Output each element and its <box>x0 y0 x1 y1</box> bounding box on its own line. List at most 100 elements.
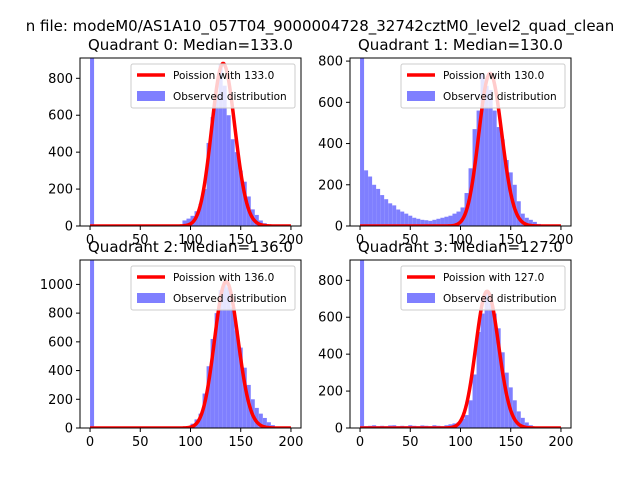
histogram-bar <box>416 218 421 226</box>
histogram-bar <box>206 366 211 428</box>
y-tick-label: 200 <box>318 178 343 193</box>
legend: Poission with 130.0 Observed distribution <box>400 63 566 109</box>
plot-area <box>89 260 292 428</box>
x-tick-label: 100 <box>178 233 203 248</box>
histogram-bar <box>436 218 441 226</box>
legend-box <box>130 265 296 311</box>
histogram-bar <box>238 170 243 226</box>
histogram-bar <box>234 330 239 428</box>
x-tick-label: 50 <box>132 233 149 248</box>
histogram-bar <box>524 217 529 226</box>
x-tick-label: 100 <box>448 233 473 248</box>
y-tick-label: 0 <box>65 220 73 235</box>
subplot-quadrant-1: 0 50 100 150 200 0 200 400 600 800 Quadrant 1: Med… <box>318 36 573 248</box>
subplot-grid: 0 50 100 150 200 0 200 400 600 800 Quadrant 0: Med… <box>40 36 573 450</box>
histogram-bar <box>444 216 449 226</box>
legend-patch-swatch <box>137 91 165 101</box>
histogram-bar <box>242 181 247 226</box>
x-tick-label: 150 <box>228 435 253 450</box>
y-tick-label: 200 <box>48 183 73 198</box>
histogram-bar <box>504 160 509 226</box>
histogram-bar <box>484 291 489 428</box>
histogram-bar <box>452 213 457 226</box>
histogram-bar <box>372 184 377 226</box>
legend-patch-swatch <box>137 293 165 303</box>
x-tick-label: 150 <box>228 233 253 248</box>
histogram-bar <box>524 422 529 428</box>
y-tick-label: 400 <box>318 137 343 152</box>
histogram-bar <box>492 110 497 226</box>
figure-suptitle: n file: modeM0/AS1A10_057T04_9000004728_… <box>26 17 615 36</box>
histogram-bar <box>90 260 95 428</box>
legend-box <box>400 63 566 109</box>
y-tick-label: 200 <box>48 393 73 408</box>
histogram-bar <box>266 422 271 428</box>
legend-patch-swatch <box>407 293 435 303</box>
histogram-bar <box>528 219 533 226</box>
x-tick-label: 200 <box>549 233 574 248</box>
histogram-bar <box>376 188 381 226</box>
histogram-bar <box>520 213 525 226</box>
y-tick-label: 800 <box>48 72 73 87</box>
x-tick-label: 200 <box>549 435 574 450</box>
x-tick-label: 200 <box>279 435 304 450</box>
poisson-curve <box>89 61 292 226</box>
histogram-bar <box>476 332 481 428</box>
histogram-bar <box>262 417 267 428</box>
histogram-bar <box>480 313 485 428</box>
subplot-quadrant-2: 0 50 100 150 200 0 200 400 600 800 1000 Quadrant 2:… <box>40 238 303 450</box>
y-tick-label: 800 <box>318 274 343 289</box>
x-tick-label: 50 <box>402 233 419 248</box>
histogram-bar <box>388 203 393 226</box>
histogram-bar <box>368 176 373 226</box>
histogram-bar <box>226 287 231 428</box>
legend-label-poisson: Poission with 136.0 <box>173 272 274 284</box>
histogram-bar <box>360 58 365 226</box>
histogram-bar <box>230 307 235 428</box>
x-tick-label: 0 <box>86 435 94 450</box>
histogram-bar <box>198 413 203 428</box>
legend-label-observed: Observed distribution <box>173 91 287 103</box>
histogram-bar <box>392 205 397 226</box>
histogram-bar <box>380 195 385 226</box>
y-tick-label: 600 <box>318 96 343 111</box>
legend: Poission with 133.0 Observed distribution <box>130 63 296 109</box>
histogram-bar <box>460 418 465 428</box>
histogram-bar <box>488 89 493 226</box>
y-tick-label: 400 <box>48 364 73 379</box>
y-tick-label: 0 <box>65 422 73 437</box>
poisson-curve <box>359 71 562 226</box>
histogram-bar <box>384 199 389 226</box>
histogram-bar <box>464 415 469 428</box>
histogram-bar <box>242 367 247 428</box>
histogram-bar <box>412 217 417 226</box>
legend-label-poisson: Poission with 127.0 <box>443 272 544 284</box>
histogram-bar <box>226 115 231 226</box>
histogram-bar <box>472 374 477 428</box>
histogram-bar <box>492 313 497 428</box>
histogram-bar <box>230 139 235 226</box>
histogram-bar <box>500 352 505 428</box>
x-tick-label: 100 <box>178 435 203 450</box>
histogram-bar <box>258 413 263 428</box>
subplot-quadrant-0: 0 50 100 150 200 0 200 400 600 800 Quadrant 0: Med… <box>48 36 303 248</box>
histogram-bar <box>428 220 433 226</box>
histogram-bar <box>182 220 187 226</box>
legend-label-poisson: Poission with 130.0 <box>443 70 544 82</box>
y-tick-label: 600 <box>318 311 343 326</box>
y-tick-label: 600 <box>48 109 73 124</box>
histogram-bar <box>210 338 215 428</box>
histogram-bar <box>484 85 489 226</box>
histogram-bar <box>512 400 517 428</box>
histogram-bar <box>214 96 219 226</box>
y-tick-label: 1000 <box>40 278 73 293</box>
histogram-bar <box>202 393 207 428</box>
histogram-bar <box>488 302 493 428</box>
legend-label-observed: Observed distribution <box>173 293 287 305</box>
histogram-bar <box>440 217 445 226</box>
subplot-title: Quadrant 1: Median=130.0 <box>358 36 563 54</box>
histogram-bar <box>222 85 227 226</box>
histogram-bar <box>404 213 409 226</box>
histogram-bar <box>520 417 525 428</box>
